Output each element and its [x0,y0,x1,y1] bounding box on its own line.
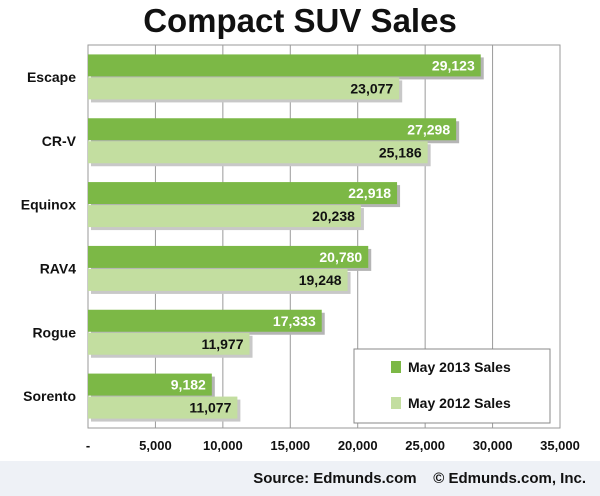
x-tick-label: 30,000 [473,438,513,453]
data-label-2013: 29,123 [432,57,475,73]
bar-2012 [88,268,348,291]
copyright-text: © Edmunds.com, Inc. [433,470,586,487]
footer-bar [0,461,600,496]
category-label: Sorento [23,388,76,404]
data-label-2012: 19,248 [299,272,342,288]
data-label-2012: 11,077 [189,400,231,416]
x-tick-label: 25,000 [405,438,445,453]
chart-title: Compact SUV Sales [143,2,457,39]
bar-2012 [88,332,250,355]
bar-2012 [88,205,361,228]
bar-2012 [88,141,428,164]
data-label-2012: 20,238 [312,208,355,224]
bar-2013 [88,373,212,396]
bar-2013 [88,54,481,77]
x-tick-label: 15,000 [270,438,310,453]
data-label-2013: 20,780 [319,249,362,265]
x-tick-label: 5,000 [139,438,172,453]
legend: May 2013 Sales May 2012 Sales [353,348,551,424]
legend-entry: May 2012 Sales [408,395,511,411]
legend-box [353,348,551,424]
labels: - 5,000 10,000 15,000 20,000 25,000 30,000 35,0… [21,57,580,453]
category-label: Equinox [21,197,76,213]
data-label-2012: 25,186 [379,144,422,160]
legend-swatch [391,361,401,373]
source-text: Source: Edmunds.com [253,470,417,487]
data-label-2013: 27,298 [407,121,450,137]
legend-entry: May 2013 Sales [408,359,511,375]
chart-plot: - 5,000 10,000 15,000 20,000 25,000 30,000 35,0… [21,44,580,453]
source-credit: Source: Edmunds.com © Edmunds.com, Inc. [253,470,586,487]
legend-swatch [391,397,401,409]
bar-2012 [88,77,400,100]
x-tick-label: 10,000 [203,438,243,453]
bar-2013 [88,245,369,268]
bar-2012 [88,396,238,419]
data-label-2013: 22,918 [348,185,391,201]
data-label-2013: 9,182 [171,377,206,393]
category-label: CR-V [42,133,77,149]
data-label-2012: 11,977 [201,336,243,352]
category-label: RAV4 [40,260,77,276]
x-tick-label: - [86,438,90,453]
bars [88,54,484,422]
x-tick-label: 35,000 [540,438,580,453]
data-label-2012: 23,077 [350,80,393,96]
bar-2013 [88,309,322,332]
data-label-2013: 17,333 [273,313,316,329]
category-label: Rogue [32,324,76,340]
x-tick-label: 20,000 [338,438,378,453]
bar-2013 [88,118,457,141]
bar-2013 [88,182,398,205]
category-label: Escape [27,69,76,85]
